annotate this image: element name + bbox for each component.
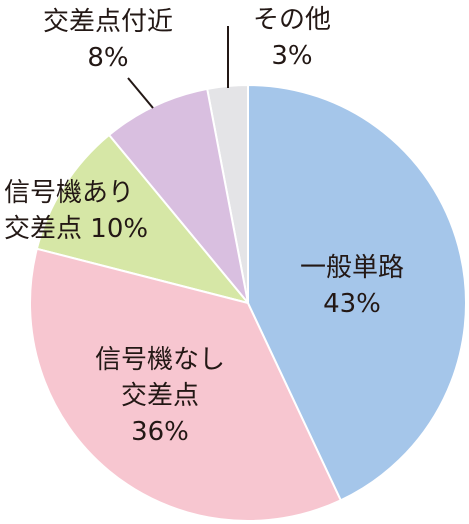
slice-label: 信号機あり交差点 10% [4,175,154,247]
pie-slice [107,87,249,304]
category-label: 交差点付近 [42,7,173,37]
slice-label: その他 3% [232,2,352,74]
slice-label: 交差点付近 8% [28,4,188,76]
category-label: 一般単路 [299,253,404,283]
pie-slice [247,83,467,502]
slice-label: 一般単路 43% [277,250,427,322]
pie-slice [35,133,251,305]
value-label: 10% [90,214,149,244]
value-label: 36% [131,417,189,447]
category-label: 信号機あり交差点 [4,178,135,244]
leader-line [127,77,154,109]
slice-label: 信号機なし交差点 36% [92,342,228,450]
value-label: 43% [323,289,381,319]
category-label: その他 [252,5,331,35]
value-label: 3% [271,41,313,71]
value-label: 8% [87,43,129,73]
pie-slice [29,247,343,522]
category-label: 信号機なし交差点 [94,345,225,411]
